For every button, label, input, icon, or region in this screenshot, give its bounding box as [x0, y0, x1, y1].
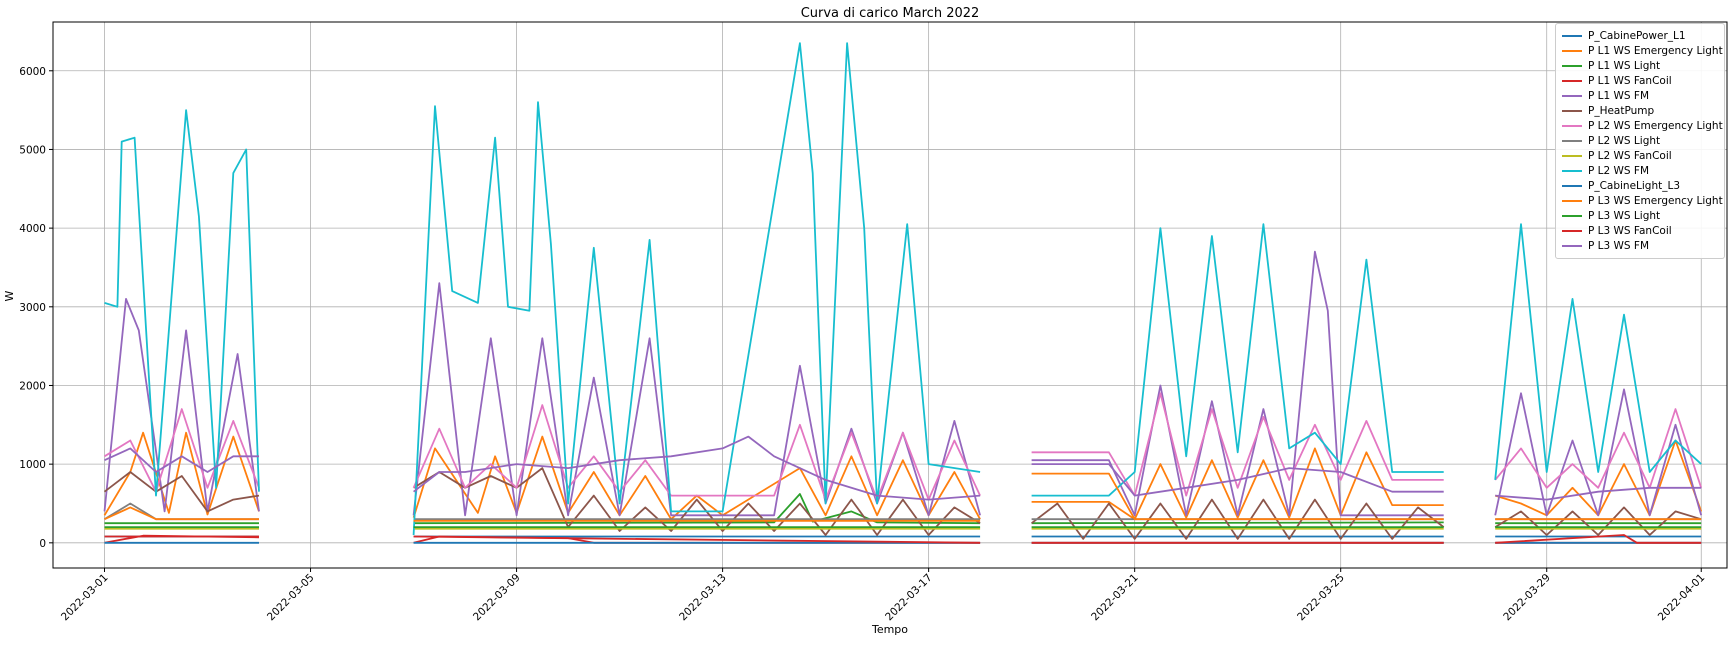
legend-label: P L3 WS Light	[1588, 209, 1661, 222]
legend-item: P L2 WS FM	[1562, 163, 1724, 178]
x-tick-label: 2022-03-21	[1089, 572, 1141, 624]
legend-swatch	[1562, 244, 1582, 247]
legend-swatch	[1562, 79, 1582, 82]
legend-label: P L2 WS Light	[1588, 134, 1661, 147]
x-tick-label: 2022-03-17	[883, 572, 935, 624]
legend-swatch	[1562, 34, 1582, 37]
y-tick-label: 5000	[19, 144, 46, 156]
x-tick-label: 2022-03-09	[471, 572, 523, 624]
series-line	[103, 250, 1703, 517]
legend-swatch	[1562, 109, 1582, 112]
legend-item: P_CabineLight_L3	[1562, 178, 1724, 193]
legend-item: P L1 WS Emergency Light	[1562, 43, 1724, 58]
y-tick-label: 2000	[19, 380, 46, 392]
legend-item: P L3 WS FanCoil	[1562, 223, 1724, 238]
series-layer	[103, 42, 1703, 544]
x-axis: 2022-03-01 2022-03-05 2022-03-09 2022-03-13…	[59, 568, 1707, 623]
legend-label: P_CabinePower_L1	[1588, 29, 1686, 42]
y-tick-label: 1000	[19, 459, 46, 471]
legend-swatch	[1562, 214, 1582, 217]
legend-swatch	[1562, 64, 1582, 67]
legend-label: P L3 WS Emergency Light	[1588, 194, 1723, 207]
legend-label: P L1 WS FanCoil	[1588, 74, 1672, 87]
x-axis-label: Tempo	[871, 623, 908, 636]
y-tick-label: 4000	[19, 223, 46, 235]
x-tick-label: 2022-03-29	[1501, 572, 1553, 624]
legend-item: P L3 WS Emergency Light	[1562, 193, 1724, 208]
legend-swatch	[1562, 184, 1582, 187]
legend-swatch	[1562, 94, 1582, 97]
legend-swatch	[1562, 169, 1582, 172]
legend-label: P_HeatPump	[1588, 104, 1655, 117]
plot-frame	[52, 21, 1728, 569]
legend-label: P_CabineLight_L3	[1588, 179, 1681, 192]
legend-label: P L1 WS Emergency Light	[1588, 44, 1723, 57]
x-tick-label: 2022-03-13	[677, 572, 729, 624]
legend-item: P_CabinePower_L1	[1562, 28, 1724, 43]
grid-layer	[53, 22, 1727, 568]
series-line	[103, 431, 1703, 521]
y-tick-label: 6000	[19, 66, 46, 78]
legend-label: P L2 WS FM	[1588, 164, 1650, 177]
series-line	[103, 467, 1702, 540]
legend: P_CabinePower_L1 P L1 WS Emergency Light P…	[1555, 23, 1725, 259]
series-line	[104, 42, 1702, 536]
legend-item: P L3 WS Light	[1562, 208, 1724, 223]
legend-swatch	[1562, 124, 1582, 127]
legend-item: P L1 WS FanCoil	[1562, 73, 1724, 88]
chart-title: Curva di carico March 2022	[801, 6, 980, 21]
y-tick-label: 0	[39, 538, 46, 550]
legend-item: P L2 WS FanCoil	[1562, 148, 1724, 163]
x-tick-label: 2022-03-05	[265, 572, 317, 624]
legend-label: P L3 WS FM	[1588, 239, 1650, 252]
series-line	[104, 392, 1703, 501]
legend-label: P L3 WS FanCoil	[1588, 224, 1672, 237]
legend-item: P L3 WS FM	[1562, 238, 1724, 253]
x-tick-label: 2022-03-01	[59, 572, 111, 624]
series-line	[104, 472, 1702, 522]
legend-label: P L1 WS FM	[1588, 89, 1650, 102]
legend-label: P L1 WS Light	[1588, 59, 1661, 72]
x-tick-label: 2022-04-01	[1656, 572, 1708, 624]
series-line	[104, 534, 1702, 544]
y-axis-label: W	[3, 290, 16, 301]
y-tick-label: 3000	[19, 302, 46, 314]
legend-swatch	[1562, 139, 1582, 142]
series-line	[104, 502, 1702, 521]
legend-swatch	[1562, 154, 1582, 157]
legend-item: P L1 WS FM	[1562, 88, 1724, 103]
y-axis: 0 1000 2000 3000 4000 5000 6000	[19, 66, 53, 550]
legend-swatch	[1562, 49, 1582, 52]
x-tick-label: 2022-03-25	[1295, 572, 1347, 624]
series-line	[104, 435, 1702, 501]
legend-swatch	[1562, 199, 1582, 202]
legend-item: P L2 WS Light	[1562, 133, 1724, 148]
legend-swatch	[1562, 229, 1582, 232]
legend-item: P L1 WS Light	[1562, 58, 1724, 73]
legend-item: P_HeatPump	[1562, 103, 1724, 118]
legend-label: P L2 WS FanCoil	[1588, 149, 1672, 162]
legend-item: P L2 WS Emergency Light	[1562, 118, 1724, 133]
legend-label: P L2 WS Emergency Light	[1588, 119, 1723, 132]
